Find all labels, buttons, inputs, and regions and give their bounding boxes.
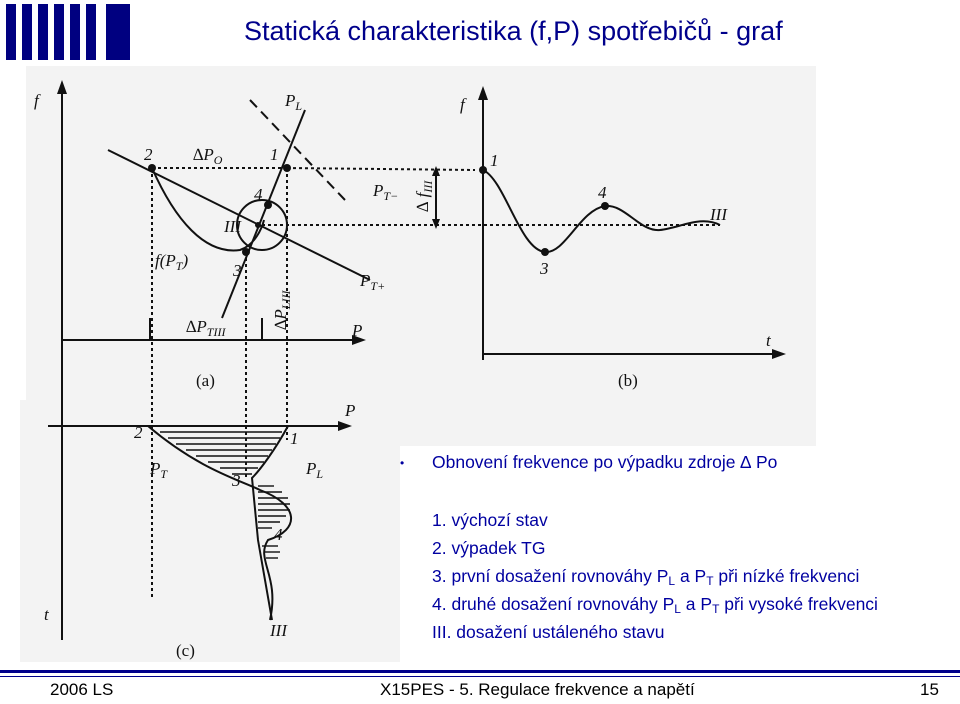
svg-text:4: 4 (598, 183, 607, 202)
pt-curve-c (147, 425, 293, 621)
panel-a-labels: f PL ∆PO 2 1 4 III 3 PT− PT+ f(PT) ∆PTII… (34, 91, 398, 390)
svg-text:∆PO: ∆PO (193, 145, 223, 167)
svg-text:1: 1 (490, 151, 499, 170)
svg-text:3: 3 (539, 259, 549, 278)
pt-minus-line (249, 99, 346, 201)
svg-text:PT−: PT− (372, 181, 398, 203)
svg-text:III: III (709, 205, 728, 224)
svg-text:(a): (a) (196, 371, 215, 390)
panel-a (57, 80, 720, 640)
svg-text:f: f (34, 91, 41, 110)
svg-text:PL: PL (305, 459, 323, 481)
svg-text:(b): (b) (618, 371, 638, 390)
list-item: 1. výchozí stav (432, 510, 548, 530)
svg-text:1: 1 (290, 429, 299, 448)
svg-text:1: 1 (270, 145, 279, 164)
svg-text:III: III (223, 217, 242, 236)
svg-text:PL: PL (284, 91, 302, 113)
svg-text:2: 2 (144, 145, 153, 164)
pl-line (221, 109, 306, 319)
svg-text:t: t (44, 605, 50, 624)
svg-text:(c): (c) (176, 641, 195, 660)
svg-text:PT: PT (149, 459, 168, 481)
svg-text:∆PTIII: ∆PTIII (186, 317, 226, 339)
svg-text:2: 2 (134, 423, 143, 442)
svg-text:III: III (269, 621, 288, 640)
list-item: 2. výpadek TG (432, 538, 546, 558)
hatching (160, 431, 290, 559)
page-title: Statická charakteristika (f,P) spotřebič… (244, 16, 783, 46)
list-item: 4. druhé dosažení rovnováhy PL a PT při … (432, 594, 878, 616)
frequency-characteristic-figure: f PL ∆PO 2 1 4 III 3 PT− PT+ f(PT) ∆PTII… (20, 66, 816, 662)
panel-c-labels: P 2 1 PT PL 3 4 III t (c) (44, 401, 355, 660)
svg-text:f: f (460, 95, 467, 114)
footer-center: X15PES - 5. Regulace frekvence a napětí (380, 680, 695, 699)
panel-b-labels: f 1 3 4 III ∆ fIII t (b) (413, 95, 772, 390)
svg-text:P: P (344, 401, 355, 420)
svg-text:t: t (766, 331, 772, 350)
svg-text:∆PLIII: ∆PLIII (271, 290, 293, 330)
svg-text:4: 4 (274, 525, 283, 544)
footer-left: 2006 LS (50, 680, 114, 699)
svg-text:3: 3 (231, 471, 241, 490)
bullet-icon: • (400, 456, 405, 470)
fpt-curve (151, 167, 265, 252)
pl-curve-c (250, 425, 289, 621)
logo-icon (6, 4, 130, 60)
panel-c (48, 421, 352, 621)
footer-divider (0, 670, 960, 673)
list-item: III. dosažení ustáleného stavu (432, 622, 665, 642)
svg-text:PT+: PT+ (359, 271, 385, 293)
svg-text:4: 4 (254, 185, 263, 204)
svg-text:f(PT): f(PT) (155, 251, 188, 273)
bullet-heading: • Obnovení frekvence po výpadku zdroje ∆… (400, 452, 778, 472)
figure-background (26, 66, 816, 446)
page-number: 15 (920, 680, 939, 699)
svg-text:∆ fIII: ∆ fIII (413, 180, 435, 212)
list-item: 3. první dosažení rovnováhy PL a PT při … (432, 566, 860, 588)
svg-text:3: 3 (232, 261, 242, 280)
svg-text:P: P (351, 321, 362, 340)
